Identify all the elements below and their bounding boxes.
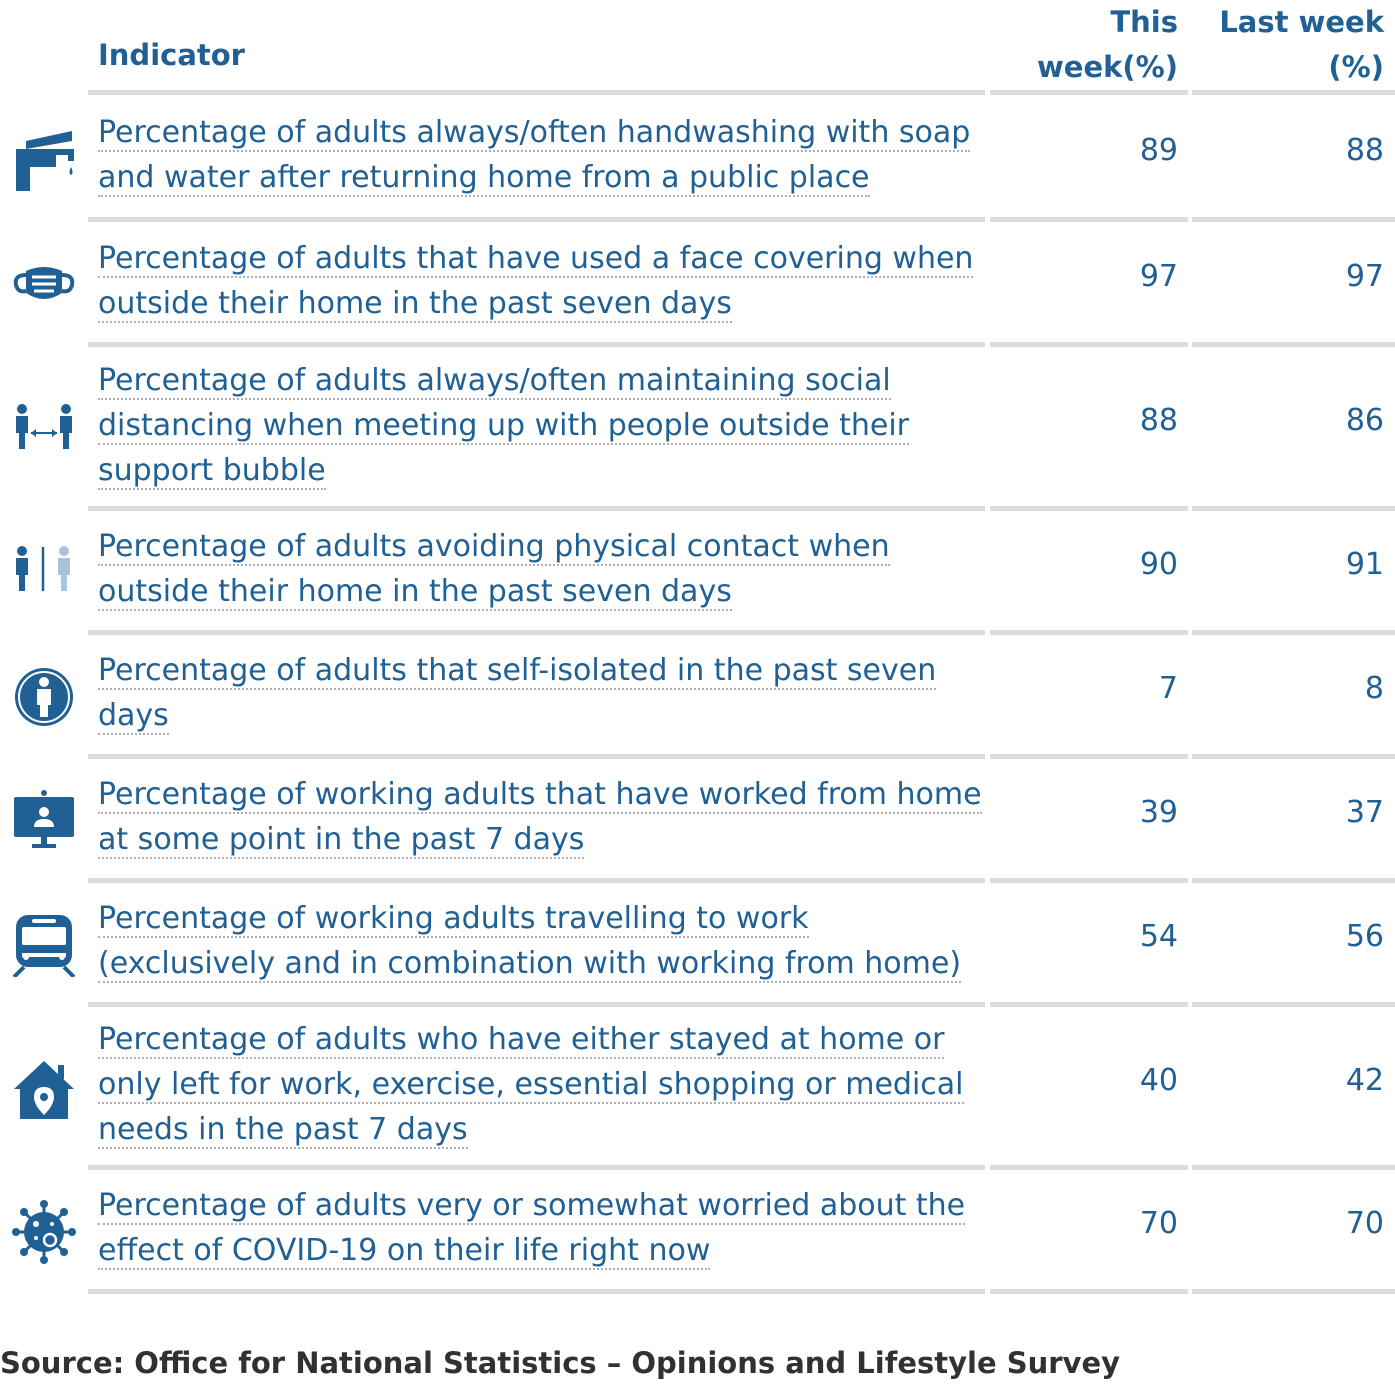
indicator-label: Percentage of adults always/often handwa…	[98, 110, 983, 200]
table-row: Percentage of working adults travelling …	[0, 881, 1395, 1005]
self-isolation-icon	[12, 665, 76, 729]
table-rule	[1192, 342, 1395, 347]
this-week-value: 90	[1139, 547, 1178, 582]
last-week-value: 42	[1345, 1062, 1384, 1098]
table-row: Percentage of adults that self-isolated …	[0, 633, 1395, 757]
last-week-value: 91	[1345, 547, 1384, 582]
table-rule	[990, 217, 1188, 222]
table-rule	[88, 342, 985, 347]
indicator-text: Percentage of adults avoiding physical c…	[98, 529, 890, 611]
table-rule	[88, 217, 985, 222]
indicator-label: Percentage of adults very or somewhat wo…	[98, 1183, 983, 1273]
table-rule	[88, 1002, 985, 1007]
indicator-text: Percentage of working adults travelling …	[98, 901, 962, 983]
train-icon	[12, 913, 76, 979]
virus-icon	[12, 1200, 76, 1264]
last-week-value: 88	[1345, 132, 1384, 168]
table-rule	[990, 342, 1188, 347]
indicator-text: Percentage of adults that have used a fa…	[98, 240, 974, 323]
last-week-value: 8	[1364, 671, 1384, 706]
indicator-label: Percentage of adults that have used a fa…	[98, 236, 983, 326]
indicator-label: Percentage of adults that self-isolated …	[98, 648, 983, 738]
indicator-label: Percentage of adults who have either sta…	[98, 1017, 983, 1152]
table-rule	[1192, 878, 1395, 883]
indicator-column-header: Indicator	[98, 38, 245, 72]
table-rule	[1192, 90, 1395, 95]
table-rule	[990, 506, 1188, 511]
indicator-label: Percentage of adults always/often mainta…	[98, 358, 983, 493]
table-rule	[990, 1165, 1188, 1170]
this-week-value: 89	[1139, 132, 1178, 168]
this-week-value: 40	[1139, 1062, 1178, 1098]
indicator-text: Percentage of adults that self-isolated …	[98, 653, 937, 735]
this-week-header-line1: This	[1110, 5, 1178, 39]
this-week-value: 88	[1139, 403, 1178, 438]
table-rule	[88, 878, 985, 883]
table-row: Percentage of working adults that have w…	[0, 757, 1395, 881]
table-rule	[88, 90, 985, 95]
last-week-header-line2: (%)	[1328, 50, 1384, 84]
this-week-value: 7	[1158, 671, 1178, 706]
this-week-column-header: This week(%)	[988, 0, 1178, 90]
table-rule	[990, 1289, 1188, 1294]
this-week-value: 54	[1139, 919, 1178, 954]
table-rule	[1192, 1002, 1395, 1007]
table-rule	[1192, 754, 1395, 759]
indicator-text: Percentage of adults always/often handwa…	[98, 114, 971, 197]
last-week-value: 37	[1345, 795, 1384, 830]
table-row: Percentage of adults always/often handwa…	[0, 93, 1395, 220]
table-rule	[88, 754, 985, 759]
table-row: Percentage of adults that have used a fa…	[0, 220, 1395, 345]
indicator-text: Percentage of working adults that have w…	[98, 777, 982, 859]
tap-icon	[12, 127, 76, 195]
table-rule	[990, 754, 1188, 759]
table-rule	[990, 878, 1188, 883]
table-rule	[1192, 1289, 1395, 1294]
table-rule	[990, 630, 1188, 635]
table-rule	[1192, 630, 1395, 635]
work-from-home-icon	[12, 789, 76, 853]
source-note: Source: Office for National Statistics –…	[0, 1346, 1121, 1380]
this-week-value: 70	[1139, 1206, 1178, 1241]
this-week-header-line2: week(%)	[1037, 50, 1178, 84]
table-header: Indicator This week(%) Last week (%)	[0, 0, 1395, 90]
table-row: Percentage of adults who have either sta…	[0, 1005, 1395, 1168]
social-distancing-icon	[12, 397, 76, 461]
last-week-value: 70	[1345, 1206, 1384, 1241]
table-rule	[88, 1165, 985, 1170]
this-week-value: 39	[1139, 795, 1178, 830]
table-row: Percentage of adults very or somewhat wo…	[0, 1168, 1395, 1292]
last-week-column-header: Last week (%)	[1184, 0, 1384, 90]
table-rule	[990, 90, 1188, 95]
indicator-text: Percentage of adults very or somewhat wo…	[98, 1188, 966, 1270]
last-week-header-line1: Last week	[1219, 5, 1384, 39]
table-rule	[1192, 217, 1395, 222]
indicator-text: Percentage of adults who have either sta…	[98, 1022, 964, 1149]
table-row: Percentage of adults always/often mainta…	[0, 345, 1395, 509]
table-rule	[88, 506, 985, 511]
indicator-label: Percentage of working adults travelling …	[98, 896, 983, 986]
face-mask-icon	[12, 253, 76, 317]
last-week-value: 97	[1345, 258, 1384, 294]
last-week-value: 86	[1345, 403, 1384, 438]
indicator-text: Percentage of adults always/often mainta…	[98, 362, 910, 490]
indicator-label: Percentage of working adults that have w…	[98, 772, 983, 862]
table-rule	[88, 630, 985, 635]
table-rule	[1192, 506, 1395, 511]
no-contact-icon	[12, 541, 76, 605]
table-rule	[990, 1002, 1188, 1007]
table-row: Percentage of adults avoiding physical c…	[0, 509, 1395, 633]
indicator-label: Percentage of adults avoiding physical c…	[98, 524, 983, 614]
table-rule	[1192, 1165, 1395, 1170]
house-location-icon	[12, 1057, 76, 1121]
this-week-value: 97	[1139, 258, 1178, 294]
table-rule	[88, 1289, 985, 1294]
last-week-value: 56	[1345, 919, 1384, 954]
